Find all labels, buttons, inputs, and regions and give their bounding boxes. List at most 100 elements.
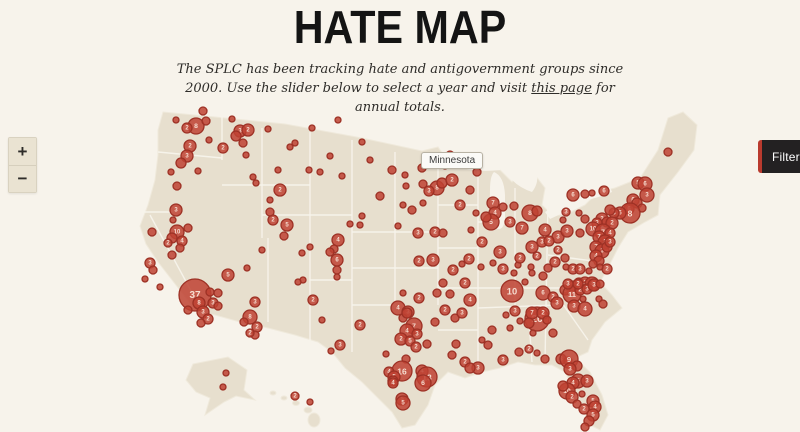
map-marker[interactable]	[447, 350, 457, 360]
map-marker[interactable]	[205, 287, 215, 297]
map-marker[interactable]	[596, 263, 604, 271]
map-marker[interactable]	[243, 264, 251, 272]
map-marker[interactable]	[580, 374, 594, 388]
map-marker[interactable]	[451, 339, 461, 349]
map-marker[interactable]	[279, 231, 289, 241]
map-marker[interactable]	[375, 191, 385, 201]
map-marker[interactable]	[542, 315, 552, 325]
map-marker[interactable]	[298, 249, 306, 257]
map-marker[interactable]	[549, 256, 561, 268]
map-marker[interactable]	[524, 344, 534, 354]
map-marker[interactable]	[639, 187, 655, 203]
map-marker[interactable]	[601, 263, 613, 275]
map-marker[interactable]	[598, 299, 608, 309]
map-marker[interactable]	[663, 147, 673, 157]
map-marker[interactable]	[438, 228, 448, 238]
map-marker[interactable]	[354, 319, 366, 331]
map-marker[interactable]	[346, 220, 354, 228]
map-marker[interactable]	[548, 328, 558, 338]
map-marker[interactable]	[316, 168, 324, 176]
map-marker[interactable]	[477, 263, 485, 271]
map-marker[interactable]	[358, 212, 366, 220]
map-marker[interactable]	[196, 318, 206, 328]
map-marker[interactable]	[332, 265, 342, 275]
map-marker[interactable]	[540, 354, 550, 364]
map-marker[interactable]	[525, 240, 539, 254]
map-marker[interactable]	[577, 301, 593, 317]
map-marker[interactable]	[463, 253, 475, 265]
map-marker[interactable]	[306, 243, 314, 251]
map-marker[interactable]	[509, 305, 521, 317]
map-marker[interactable]	[515, 221, 529, 235]
map-marker[interactable]	[201, 116, 211, 126]
map-marker[interactable]	[487, 325, 497, 335]
map-marker[interactable]	[399, 201, 407, 209]
map-marker[interactable]	[445, 289, 455, 299]
map-marker[interactable]	[219, 383, 227, 391]
map-marker[interactable]	[194, 167, 202, 175]
map-marker[interactable]	[502, 311, 510, 319]
map-marker[interactable]	[563, 362, 577, 376]
map-marker[interactable]	[264, 125, 272, 133]
map-marker[interactable]	[575, 209, 583, 217]
map-marker[interactable]	[307, 294, 319, 306]
map-marker[interactable]	[318, 316, 326, 324]
map-marker[interactable]	[402, 182, 410, 190]
map-marker[interactable]	[528, 269, 536, 277]
map-marker[interactable]	[604, 204, 616, 216]
map-marker[interactable]	[447, 264, 459, 276]
map-marker[interactable]	[265, 207, 275, 217]
map-marker[interactable]	[280, 218, 294, 232]
map-marker[interactable]	[413, 255, 425, 267]
map-marker[interactable]	[205, 136, 213, 144]
map-marker[interactable]	[169, 203, 183, 217]
map-marker[interactable]	[560, 253, 570, 263]
map-marker[interactable]	[500, 279, 524, 303]
map-marker[interactable]	[458, 260, 466, 268]
map-marker[interactable]	[252, 179, 260, 187]
map-marker[interactable]	[497, 354, 509, 366]
map-marker[interactable]	[306, 398, 314, 406]
map-marker[interactable]	[465, 185, 475, 195]
map-marker[interactable]	[172, 181, 182, 191]
map-marker[interactable]	[559, 216, 567, 224]
map-marker[interactable]	[169, 216, 177, 224]
map-marker[interactable]	[580, 422, 590, 432]
map-marker[interactable]	[294, 278, 302, 286]
map-marker[interactable]	[325, 247, 335, 257]
map-marker[interactable]	[230, 130, 242, 142]
map-marker[interactable]	[249, 296, 261, 308]
map-marker[interactable]	[167, 250, 177, 260]
map-marker[interactable]	[356, 221, 364, 229]
map-marker[interactable]	[286, 143, 294, 151]
map-marker[interactable]	[527, 263, 535, 271]
map-marker[interactable]	[438, 278, 448, 288]
map-marker[interactable]	[366, 156, 374, 164]
map-marker[interactable]	[464, 362, 476, 374]
map-marker[interactable]	[454, 199, 466, 211]
zoom-out-button[interactable]: −	[9, 165, 36, 192]
map-marker[interactable]	[550, 296, 564, 310]
map-marker[interactable]	[399, 289, 407, 297]
map-marker[interactable]	[445, 173, 459, 187]
map-marker[interactable]	[418, 179, 428, 189]
map-marker[interactable]	[238, 138, 248, 148]
map-marker[interactable]	[411, 328, 423, 340]
map-marker[interactable]	[148, 265, 158, 275]
map-marker[interactable]	[401, 171, 409, 179]
map-marker[interactable]	[414, 374, 432, 392]
map-marker[interactable]	[430, 317, 440, 327]
map-marker[interactable]	[358, 138, 366, 146]
zoom-in-button[interactable]: +	[9, 138, 36, 165]
map-marker[interactable]	[426, 253, 440, 267]
map-marker[interactable]	[514, 252, 526, 264]
map-marker[interactable]	[147, 227, 157, 237]
map-marker[interactable]	[213, 288, 223, 298]
map-marker[interactable]	[245, 328, 255, 338]
map-marker[interactable]	[467, 226, 475, 234]
map-marker[interactable]	[456, 307, 468, 319]
map-marker[interactable]	[290, 391, 300, 401]
map-marker[interactable]	[258, 246, 266, 254]
map-marker[interactable]	[572, 278, 584, 290]
